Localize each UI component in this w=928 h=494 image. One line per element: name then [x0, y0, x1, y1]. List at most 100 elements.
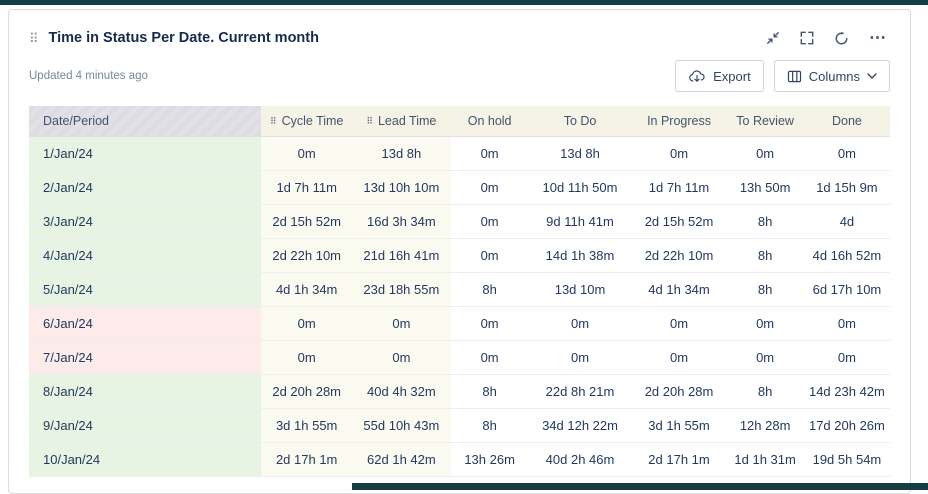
value-cell: 0m — [528, 307, 631, 341]
value-cell: 0m — [528, 341, 631, 375]
column-header-to-review: To Review — [726, 106, 803, 137]
column-label: Date/Period — [43, 114, 109, 128]
column-label: In Progress — [647, 114, 711, 128]
column-header-date-period: Date/Period — [29, 106, 261, 137]
column-label: On hold — [468, 114, 512, 128]
minimize-icon[interactable] — [766, 31, 780, 45]
fullscreen-icon[interactable] — [800, 31, 814, 45]
updated-text: Updated 4 minutes ago — [29, 70, 148, 82]
value-cell: 17d 20h 26m — [804, 409, 890, 443]
value-cell: 34d 12h 22m — [528, 409, 631, 443]
date-cell: 1/Jan/24 — [29, 137, 261, 171]
value-cell: 0m — [632, 307, 727, 341]
value-cell: 0m — [726, 307, 803, 341]
table-header-row: Date/Period ⠿ Cycle Time ⠿ Lead Time On hold T… — [29, 106, 890, 137]
value-cell: 16d 3h 34m — [352, 205, 451, 239]
value-cell: 0m — [352, 307, 451, 341]
value-cell: 13h 26m — [451, 443, 528, 477]
value-cell: 3d 1h 55m — [632, 409, 727, 443]
refresh-icon[interactable] — [834, 31, 849, 46]
value-cell: 8h — [726, 273, 803, 307]
value-cell: 12h 28m — [726, 409, 803, 443]
widget-subheader: Updated 4 minutes ago Export — [29, 60, 890, 92]
value-cell: 13d 10m — [528, 273, 631, 307]
value-cell: 0m — [451, 307, 528, 341]
value-cell: 2d 20h 28m — [632, 375, 727, 409]
value-cell: 10d 11h 50m — [528, 171, 631, 205]
value-cell: 2d 22h 10m — [261, 239, 351, 273]
status-table: Date/Period ⠿ Cycle Time ⠿ Lead Time On hold T… — [29, 106, 890, 477]
bottom-accent-bar — [352, 483, 928, 490]
grid-icon: ⠿ — [270, 116, 277, 126]
date-cell: 9/Jan/24 — [29, 409, 261, 443]
value-cell: 2d 22h 10m — [632, 239, 727, 273]
value-cell: 8h — [726, 375, 803, 409]
drag-handle-icon[interactable]: ⠿ — [29, 32, 39, 45]
date-cell: 10/Jan/24 — [29, 443, 261, 477]
column-header-to-do: To Do — [528, 106, 631, 137]
value-cell: 2d 15h 52m — [261, 205, 351, 239]
value-cell: 0m — [352, 341, 451, 375]
value-cell: 13h 50m — [726, 171, 803, 205]
date-cell: 8/Jan/24 — [29, 375, 261, 409]
widget-header: ⠿ Time in Status Per Date. Current month — [29, 22, 890, 54]
value-cell: 1d 15h 9m — [804, 171, 890, 205]
export-button[interactable]: Export — [675, 60, 764, 92]
more-icon[interactable]: ⋯ — [869, 33, 886, 43]
value-cell: 4d 1h 34m — [261, 273, 351, 307]
value-cell: 2d 15h 52m — [632, 205, 727, 239]
date-cell: 2/Jan/24 — [29, 171, 261, 205]
cloud-download-icon — [688, 69, 706, 84]
value-cell: 19d 5h 54m — [804, 443, 890, 477]
date-cell: 3/Jan/24 — [29, 205, 261, 239]
value-cell: 2d 17h 1m — [632, 443, 727, 477]
value-cell: 0m — [726, 137, 803, 171]
value-cell: 2d 17h 1m — [261, 443, 351, 477]
value-cell: 62d 1h 42m — [352, 443, 451, 477]
value-cell: 23d 18h 55m — [352, 273, 451, 307]
column-label: Lead Time — [378, 114, 436, 128]
columns-button[interactable]: Columns — [774, 60, 890, 92]
date-cell: 4/Jan/24 — [29, 239, 261, 273]
value-cell: 3d 1h 55m — [261, 409, 351, 443]
value-cell: 40d 2h 46m — [528, 443, 631, 477]
value-cell: 55d 10h 43m — [352, 409, 451, 443]
value-cell: 0m — [451, 171, 528, 205]
value-cell: 13d 8h — [352, 137, 451, 171]
columns-label: Columns — [809, 69, 860, 84]
top-accent-bar — [0, 0, 928, 5]
grid-icon: ⠿ — [366, 116, 373, 126]
column-header-done: Done — [804, 106, 890, 137]
column-label: To Do — [564, 114, 597, 128]
value-cell: 4d 16h 52m — [804, 239, 890, 273]
value-cell: 21d 16h 41m — [352, 239, 451, 273]
value-cell: 0m — [804, 307, 890, 341]
chevron-down-icon — [867, 73, 877, 79]
value-cell: 40d 4h 32m — [352, 375, 451, 409]
widget-title: Time in Status Per Date. Current month — [49, 30, 319, 46]
value-cell: 0m — [804, 137, 890, 171]
value-cell: 0m — [804, 341, 890, 375]
date-cell: 7/Jan/24 — [29, 341, 261, 375]
column-label: Cycle Time — [282, 114, 344, 128]
value-cell: 1d 7h 11m — [261, 171, 351, 205]
value-cell: 8h — [451, 375, 528, 409]
value-cell: 14d 1h 38m — [528, 239, 631, 273]
export-label: Export — [713, 69, 751, 84]
column-header-lead-time: ⠿ Lead Time — [352, 106, 451, 137]
value-cell: 0m — [261, 137, 351, 171]
column-label: To Review — [736, 114, 794, 128]
value-cell: 4d 1h 34m — [632, 273, 727, 307]
more-glyph: ⋯ — [869, 33, 886, 43]
column-label: Done — [832, 114, 862, 128]
value-cell: 13d 10h 10m — [352, 171, 451, 205]
